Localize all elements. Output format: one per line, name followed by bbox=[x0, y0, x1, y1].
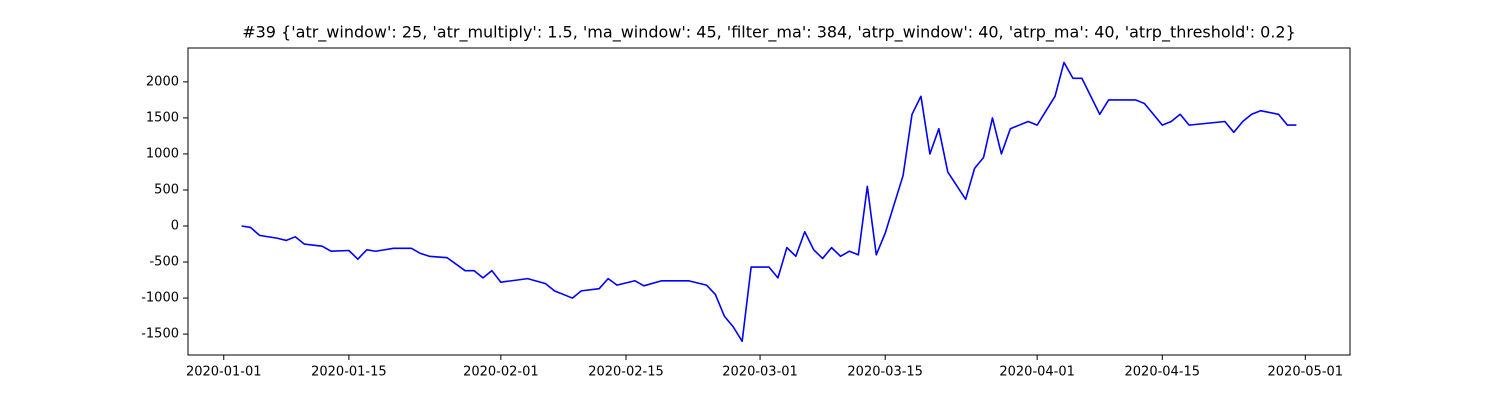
chart-title: #39 {'atr_window': 25, 'atr_multiply': 1… bbox=[242, 23, 1296, 43]
y-tick-label: 500 bbox=[154, 182, 179, 197]
y-tick-label: -1500 bbox=[141, 327, 179, 342]
line bbox=[241, 61, 1297, 343]
x-tick-label: 2020-05-01 bbox=[1268, 365, 1344, 380]
y-tick-label: -500 bbox=[149, 255, 179, 270]
y-tick-label: 2000 bbox=[146, 74, 179, 89]
x-tick-label: 2020-03-01 bbox=[722, 365, 798, 380]
x-tick-label: 2020-04-15 bbox=[1125, 365, 1201, 380]
y-tick-label: 1000 bbox=[146, 146, 179, 161]
axes-frame bbox=[187, 47, 1351, 356]
x-tick-label: 2020-04-01 bbox=[999, 365, 1075, 380]
x-tick-label: 2020-02-01 bbox=[463, 365, 539, 380]
x-tick-label: 2020-03-15 bbox=[847, 365, 923, 380]
x-tick-label: 2020-02-15 bbox=[588, 365, 664, 380]
y-tick-label: 1500 bbox=[146, 110, 179, 125]
y-tick-label: 0 bbox=[171, 219, 179, 234]
x-tick-label: 2020-01-01 bbox=[186, 365, 262, 380]
y-tick-label: -1000 bbox=[141, 291, 179, 306]
x-tick-label: 2020-01-15 bbox=[311, 365, 387, 380]
